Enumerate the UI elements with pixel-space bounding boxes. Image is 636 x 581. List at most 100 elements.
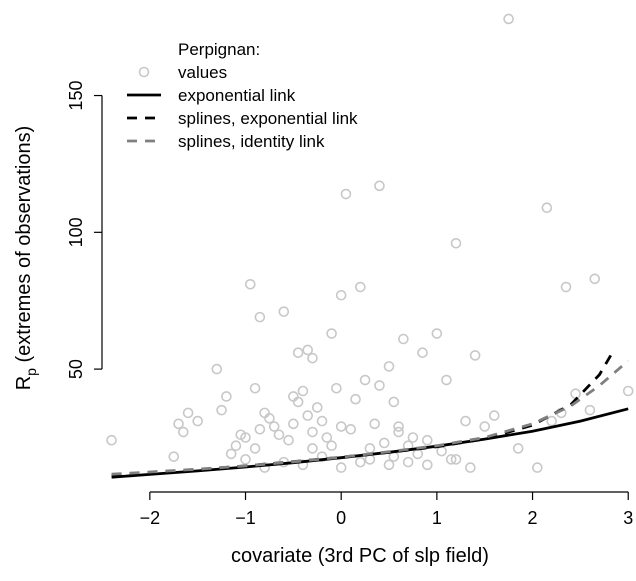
- y-axis-label-rest: (extremes of observations): [13, 126, 35, 368]
- x-tick-label: 2: [528, 508, 538, 528]
- data-point: [249, 382, 261, 394]
- data-point: [417, 347, 428, 358]
- data-point: [288, 418, 299, 430]
- data-point: [383, 459, 395, 471]
- data-point: [374, 380, 385, 391]
- y-axis-label: Rp (extremes of observations): [13, 126, 39, 391]
- y-axis-label-main: R: [13, 376, 35, 390]
- data-point: [402, 456, 414, 468]
- data-point: [268, 421, 280, 432]
- data-point: [321, 432, 333, 443]
- data-point: [421, 434, 433, 446]
- data-point: [240, 432, 251, 443]
- data-point: [292, 396, 304, 408]
- legend-title: Perpignan:: [178, 40, 260, 59]
- data-point: [393, 426, 404, 438]
- data-point: [441, 374, 452, 386]
- data-point: [503, 13, 514, 25]
- data-point: [364, 443, 376, 454]
- legend-label: splines, exponential link: [178, 109, 358, 128]
- data-point: [469, 350, 481, 361]
- data-point: [412, 448, 424, 460]
- data-point: [316, 415, 328, 427]
- data-point: [225, 448, 237, 460]
- data-point: [541, 202, 553, 214]
- data-point: [445, 454, 457, 465]
- y-axis-label-subscript: p: [23, 368, 39, 376]
- data-point: [465, 462, 476, 473]
- data-point: [259, 407, 270, 419]
- data-point: [383, 361, 395, 372]
- data-point: [288, 391, 299, 402]
- x-tick-label: −2: [140, 508, 161, 528]
- data-point: [307, 443, 318, 454]
- data-point: [221, 391, 232, 402]
- data-point: [345, 423, 357, 435]
- data-point: [460, 415, 471, 427]
- data-point: [570, 388, 581, 400]
- data-point: [273, 429, 285, 441]
- data-point: [211, 363, 223, 375]
- data-point: [326, 328, 337, 339]
- data-point: [182, 407, 194, 419]
- data-point: [311, 402, 323, 413]
- data-point: [378, 437, 390, 449]
- data-point: [240, 454, 251, 465]
- data-point: [450, 237, 462, 249]
- data-point: [302, 344, 314, 356]
- data-point: [450, 454, 462, 465]
- data-point: [335, 421, 347, 432]
- data-point: [316, 451, 328, 462]
- data-point: [436, 445, 447, 457]
- data-point: [364, 454, 376, 465]
- data-point: [532, 462, 543, 473]
- data-point: [264, 413, 275, 424]
- x-tick-label: 1: [432, 508, 442, 528]
- data-point: [584, 404, 596, 416]
- data-point: [178, 426, 189, 438]
- data-point: [106, 434, 117, 446]
- data-point: [622, 385, 634, 397]
- y-tick-label: 50: [66, 359, 86, 379]
- data-point: [431, 328, 443, 339]
- data-point: [168, 451, 180, 462]
- data-point: [479, 421, 491, 432]
- data-point: [173, 418, 184, 430]
- series-line-splines-identity-link: [111, 359, 630, 476]
- data-point: [326, 440, 337, 452]
- data-point: [249, 443, 261, 454]
- data-point: [359, 374, 371, 386]
- data-point: [355, 456, 366, 468]
- data-point: [230, 440, 242, 452]
- data-point: [297, 385, 309, 397]
- data-point: [374, 180, 385, 192]
- data-point: [302, 410, 314, 421]
- data-point: [589, 273, 601, 285]
- data-point: [546, 415, 557, 427]
- data-point: [350, 393, 361, 405]
- x-tick-label: 3: [623, 508, 633, 528]
- x-tick-label: 0: [336, 508, 346, 528]
- x-axis-label: covariate (3rd PC of slp field): [231, 545, 489, 567]
- data-point: [398, 333, 409, 345]
- data-point: [355, 281, 366, 293]
- data-point: [335, 462, 347, 473]
- data-point: [244, 278, 256, 290]
- data-point: [278, 306, 290, 317]
- data-point: [254, 423, 266, 435]
- series-line-exponential-link: [111, 407, 629, 479]
- data-point: [388, 396, 400, 408]
- data-point: [283, 434, 294, 446]
- x-tick-label: −1: [235, 508, 256, 528]
- y-tick-label: 150: [66, 81, 86, 111]
- data-point: [560, 281, 572, 293]
- data-point: [340, 188, 352, 200]
- data-point: [369, 418, 380, 430]
- legend-label: values: [178, 63, 227, 82]
- data-point: [488, 410, 500, 421]
- data-point: [512, 443, 524, 454]
- data-point: [216, 404, 227, 416]
- data-point: [407, 432, 419, 443]
